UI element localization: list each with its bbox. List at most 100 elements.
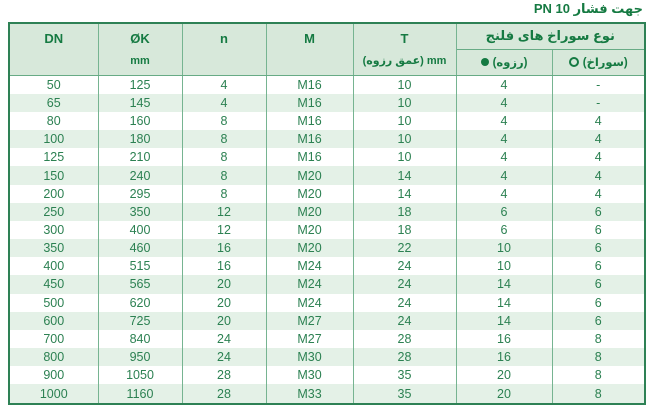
col-header-n-label: n: [220, 31, 228, 46]
cell-dn: 300: [8, 220, 99, 240]
cell-hole_count: 8: [551, 329, 646, 348]
cell-dn: 100: [8, 130, 99, 149]
cell-t: 22: [352, 239, 457, 258]
cell-threaded_count: 4: [455, 184, 553, 203]
cell-t: 24: [352, 293, 457, 312]
cell-t: 28: [352, 348, 457, 367]
cell-ok_mm: 515: [97, 257, 183, 276]
cell-hole_count: 6: [551, 239, 646, 258]
cell-dn: 65: [8, 93, 99, 112]
cell-ok_mm: 950: [97, 348, 183, 367]
cell-m: M24: [265, 293, 354, 312]
cell-m: M16: [265, 93, 354, 112]
cell-ok_mm: 180: [97, 130, 183, 149]
cell-n: 12: [181, 202, 267, 221]
header-row-top: DN ØK mm n M T mm (عمق رزوه) نوع سوراخ ه: [8, 23, 646, 76]
col-header-t: T mm (عمق رزوه): [352, 23, 457, 76]
cell-n: 28: [181, 366, 267, 385]
cell-dn: 250: [8, 202, 99, 221]
cell-n: 20: [181, 275, 267, 294]
cell-ok_mm: 725: [97, 311, 183, 330]
cell-m: M16: [265, 111, 354, 131]
cell-m: M20: [265, 184, 354, 203]
col-header-hole: (سوراخ): [551, 49, 646, 76]
cell-t: 24: [352, 275, 457, 294]
cell-threaded_count: 6: [455, 202, 553, 221]
cell-threaded_count: 14: [455, 311, 553, 330]
cell-t: 14: [352, 184, 457, 203]
cell-n: 8: [181, 111, 267, 131]
col-header-ok-label: ØK: [130, 31, 150, 46]
cell-threaded_count: 4: [455, 75, 553, 94]
cell-n: 16: [181, 239, 267, 258]
cell-dn: 1000: [8, 384, 99, 404]
cell-m: M16: [265, 130, 354, 149]
cell-m: M24: [265, 257, 354, 276]
table-row: 900 1050 28 M30 35 20 8: [8, 366, 646, 385]
cell-dn: 400: [8, 257, 99, 276]
cell-dn: 900: [8, 366, 99, 385]
cell-m: M30: [265, 348, 354, 367]
cell-threaded_count: 10: [455, 257, 553, 276]
table-row: 100 180 8 M16 10 4 4: [8, 130, 646, 149]
cell-n: 28: [181, 384, 267, 404]
cell-ok_mm: 840: [97, 329, 183, 348]
cell-threaded_count: 4: [455, 93, 553, 112]
cell-threaded_count: 6: [455, 220, 553, 240]
table-body: 50 125 4 M16 10 4-65 145 4 M16 10 4-80 160 8 M16 10 4 4 1…: [8, 75, 646, 404]
cell-ok_mm: 125: [97, 75, 183, 94]
col-group-flange-hole-types: نوع سوراخ های فلنج: [455, 23, 646, 50]
cell-hole_count: 4: [551, 130, 646, 149]
cell-t: 28: [352, 329, 457, 348]
cell-m: M30: [265, 366, 354, 385]
cell-hole_count: 6: [551, 220, 646, 240]
threaded-filled-circle-icon: [480, 58, 489, 66]
table-header: DN ØK mm n M T mm (عمق رزوه) نوع سوراخ ه: [8, 23, 646, 76]
cell-n: 4: [181, 93, 267, 112]
cell-n: 24: [181, 348, 267, 367]
cell-m: M27: [265, 311, 354, 330]
cell-n: 24: [181, 329, 267, 348]
col-header-t-unit: mm (عمق رزوه): [362, 55, 447, 67]
cell-dn: 80: [8, 111, 99, 131]
cell-t: 24: [352, 311, 457, 330]
col-header-t-label: T: [400, 31, 409, 46]
table-row: 65 145 4 M16 10 4-: [8, 93, 646, 112]
cell-t: 10: [352, 148, 457, 167]
cell-t: 18: [352, 202, 457, 221]
cell-hole_count: -: [551, 93, 646, 112]
cell-ok_mm: 145: [97, 93, 183, 112]
cell-ok_mm: 460: [97, 239, 183, 258]
table-row: 250 350 12 M20 18 6 6: [8, 202, 646, 221]
col-group-label: نوع سوراخ های فلنج: [485, 28, 615, 44]
cell-n: 8: [181, 166, 267, 185]
cell-threaded_count: 20: [455, 366, 553, 385]
cell-m: M20: [265, 166, 354, 185]
cell-ok_mm: 620: [97, 293, 183, 312]
cell-threaded_count: 20: [455, 384, 553, 404]
col-header-hole-label: (سوراخ): [582, 57, 628, 69]
col-header-m: M: [265, 23, 354, 76]
cell-m: M20: [265, 220, 354, 240]
table-row: 700 840 24 M27 28 16 8: [8, 329, 646, 348]
cell-threaded_count: 4: [455, 166, 553, 185]
cell-m: M24: [265, 275, 354, 294]
cell-hole_count: 4: [551, 148, 646, 167]
cell-ok_mm: 210: [97, 148, 183, 167]
cell-threaded_count: 4: [455, 148, 553, 167]
flange-spec-table: DN ØK mm n M T mm (عمق رزوه) نوع سوراخ ه: [8, 22, 647, 405]
cell-ok_mm: 160: [97, 111, 183, 131]
col-header-m-label: M: [304, 31, 315, 46]
cell-t: 24: [352, 257, 457, 276]
cell-ok_mm: 350: [97, 202, 183, 221]
cell-ok_mm: 565: [97, 275, 183, 294]
cell-n: 8: [181, 148, 267, 167]
table-row: 500 620 20 M24 24 14 6: [8, 293, 646, 312]
col-header-dn: DN: [8, 23, 99, 76]
table-row: 1000 1160 28 M33 35 20 8: [8, 384, 646, 404]
cell-m: M33: [265, 384, 354, 404]
cell-dn: 150: [8, 166, 99, 185]
cell-t: 10: [352, 111, 457, 131]
cell-ok_mm: 295: [97, 184, 183, 203]
